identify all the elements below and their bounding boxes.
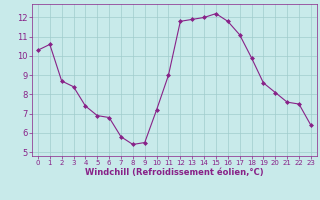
X-axis label: Windchill (Refroidissement éolien,°C): Windchill (Refroidissement éolien,°C) bbox=[85, 168, 264, 177]
